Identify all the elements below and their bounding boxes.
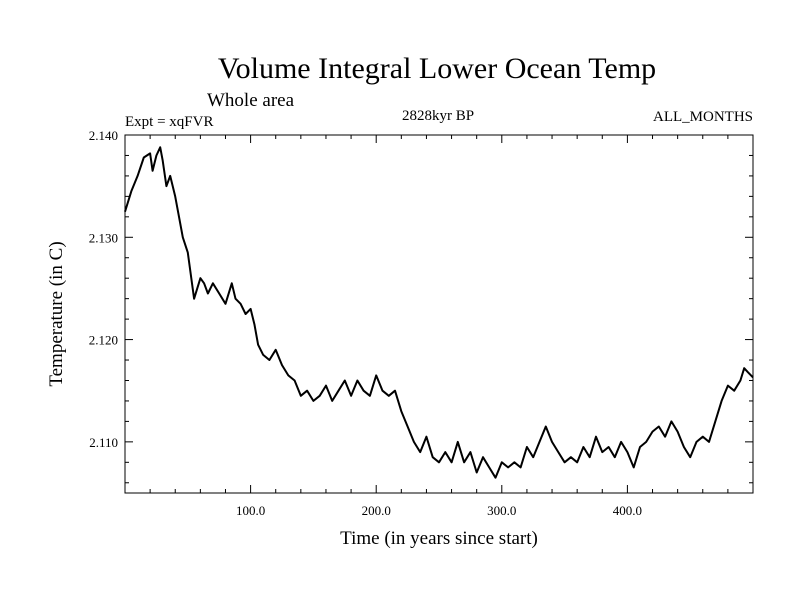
x-tick-label: 200.0 bbox=[362, 503, 391, 518]
chart-subtitle: Whole area bbox=[207, 90, 295, 111]
chart-title: Volume Integral Lower Ocean Temp bbox=[218, 52, 656, 85]
axis-tick-labels: 100.0 200.0 300.0 400.0 2.110 2.120 2.130 2.140 bbox=[89, 128, 642, 518]
y-tick-label: 2.110 bbox=[89, 435, 118, 450]
y-axis-label: Temperature (in C) bbox=[46, 241, 67, 386]
y-tick-label: 2.140 bbox=[89, 128, 118, 143]
period-label: 2828kyr BP bbox=[402, 108, 474, 124]
y-tick-label: 2.130 bbox=[89, 230, 118, 245]
x-tick-label: 100.0 bbox=[236, 503, 265, 518]
y-tick-label: 2.120 bbox=[89, 333, 118, 348]
x-tick-label: 400.0 bbox=[613, 503, 642, 518]
x-tick-label: 300.0 bbox=[487, 503, 516, 518]
plot-frame bbox=[124, 134, 754, 494]
season-label: ALL_MONTHS bbox=[653, 109, 753, 125]
x-axis-label: Time (in years since start) bbox=[340, 528, 538, 549]
axis-ticks bbox=[125, 134, 753, 493]
temperature-line bbox=[124, 146, 754, 479]
experiment-label: Expt = xqFVR bbox=[125, 114, 213, 130]
